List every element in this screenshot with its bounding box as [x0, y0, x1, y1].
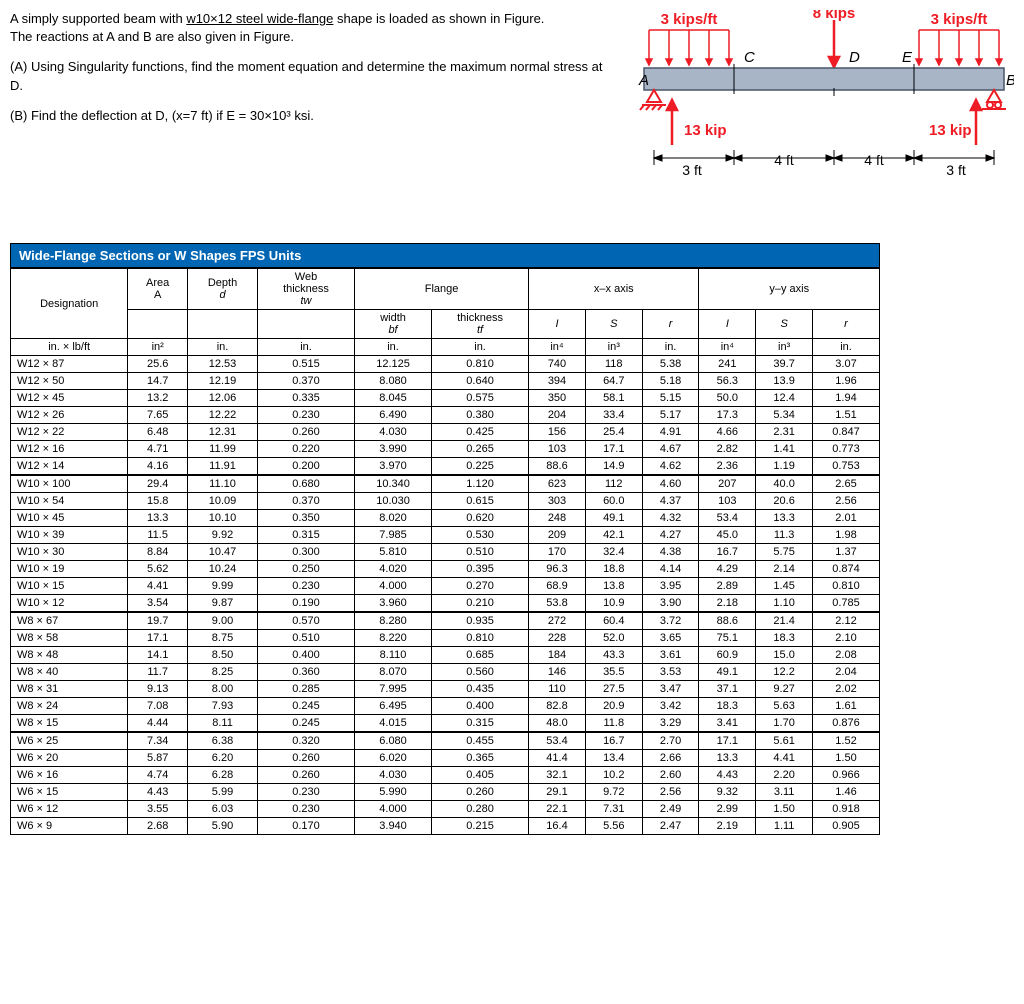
beam-diagram: 3 kips/ft 8 kips 3 kips/ft A C D E: [634, 10, 1014, 213]
point-e: E: [902, 49, 913, 66]
beam-spec: w10×12 steel wide-flange: [186, 11, 333, 26]
table-row: W8 × 5817.18.750.5108.2200.81022852.03.6…: [11, 630, 880, 647]
problem-statement: A simply supported beam with w10×12 stee…: [10, 10, 614, 213]
table-row: W8 × 6719.79.000.5708.2800.93527260.43.7…: [11, 612, 880, 630]
span-1: 3 ft: [682, 162, 702, 178]
table-row: W10 × 10029.411.100.68010.3401.120623112…: [11, 475, 880, 493]
reaction-left: 13 kip: [684, 122, 727, 139]
table-row: W12 × 267.6512.220.2306.4900.38020433.45…: [11, 407, 880, 424]
point-a: A: [638, 72, 649, 89]
problem-text: shape is loaded as shown in Figure.: [333, 11, 544, 26]
point-d: D: [849, 49, 860, 66]
point-c: C: [744, 49, 755, 66]
table-row: W6 × 92.685.900.1703.9400.21516.45.562.4…: [11, 818, 880, 835]
point-b: B: [1006, 72, 1014, 89]
reaction-right: 13 kip: [929, 122, 972, 139]
problem-part-b: (B) Find the deflection at D, (x=7 ft) i…: [10, 108, 314, 123]
table-row: W10 × 3911.59.920.3157.9850.53020942.14.…: [11, 527, 880, 544]
table-row: W6 × 123.556.030.2304.0000.28022.17.312.…: [11, 801, 880, 818]
problem-text: The reactions at A and B are also given …: [10, 29, 294, 44]
table-row: W8 × 4814.18.500.4008.1100.68518443.33.6…: [11, 647, 880, 664]
table-row: W6 × 154.435.990.2305.9900.26029.19.722.…: [11, 784, 880, 801]
point-load-label: 8 kips: [813, 10, 856, 22]
table-row: W6 × 205.876.200.2606.0200.36541.413.42.…: [11, 750, 880, 767]
table-title: Wide-Flange Sections or W Shapes FPS Uni…: [10, 243, 880, 268]
span-3: 4 ft: [864, 152, 884, 168]
table-row: W6 × 257.346.380.3206.0800.45553.416.72.…: [11, 732, 880, 750]
table-row: W12 × 226.4812.310.2604.0300.42515625.44…: [11, 424, 880, 441]
wshape-table: Designation AreaA Depthd Webthicknesstw …: [10, 268, 880, 835]
table-row: W8 × 4011.78.250.3608.0700.56014635.53.5…: [11, 664, 880, 681]
table-row: W8 × 319.138.000.2857.9950.43511027.53.4…: [11, 681, 880, 698]
load-left-label: 3 kips/ft: [661, 11, 718, 28]
table-row: W12 × 164.7111.990.2203.9900.26510317.14…: [11, 441, 880, 458]
table-row: W8 × 247.087.930.2456.4950.40082.820.93.…: [11, 698, 880, 715]
table-row: W10 × 195.6210.240.2504.0200.39596.318.8…: [11, 561, 880, 578]
load-right-label: 3 kips/ft: [931, 11, 988, 28]
table-row: W10 × 154.419.990.2304.0000.27068.913.83…: [11, 578, 880, 595]
span-2: 4 ft: [774, 152, 794, 168]
table-row: W10 × 308.8410.470.3005.8100.51017032.44…: [11, 544, 880, 561]
table-row: W10 × 123.549.870.1903.9600.21053.810.93…: [11, 595, 880, 613]
problem-text: A simply supported beam with: [10, 11, 186, 26]
table-row: W10 × 4513.310.100.3508.0200.62024849.14…: [11, 510, 880, 527]
table-row: W12 × 8725.612.530.51512.1250.8107401185…: [11, 356, 880, 373]
problem-part-a: (A) Using Singularity functions, find th…: [10, 59, 603, 92]
table-row: W10 × 5415.810.090.37010.0300.61530360.0…: [11, 493, 880, 510]
table-row: W8 × 154.448.110.2454.0150.31548.011.83.…: [11, 715, 880, 733]
span-4: 3 ft: [946, 162, 966, 178]
table-row: W12 × 144.1611.910.2003.9700.22588.614.9…: [11, 458, 880, 476]
table-row: W12 × 5014.712.190.3708.0800.64039464.75…: [11, 373, 880, 390]
table-row: W12 × 4513.212.060.3358.0450.57535058.15…: [11, 390, 880, 407]
table-row: W6 × 164.746.280.2604.0300.40532.110.22.…: [11, 767, 880, 784]
